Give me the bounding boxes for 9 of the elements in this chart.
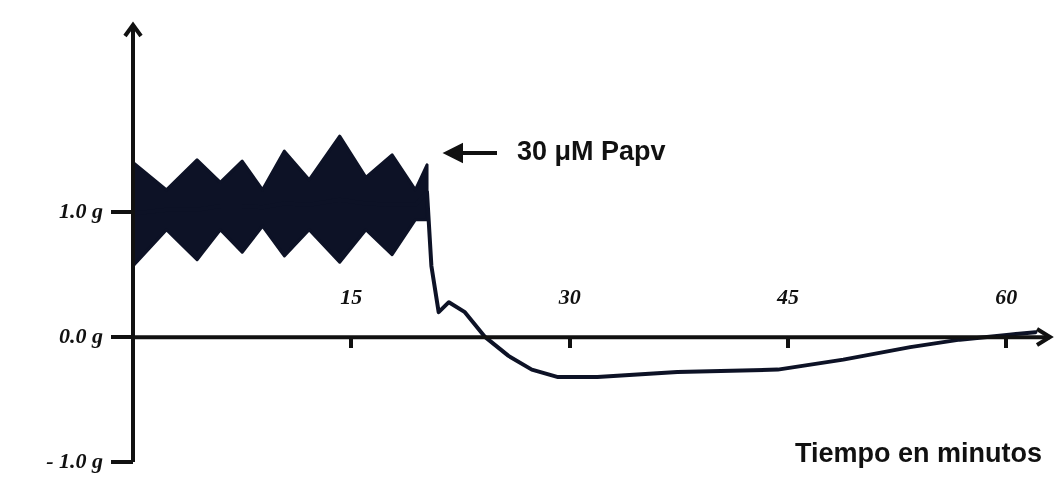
y-tick-label: 0.0 g	[59, 322, 103, 348]
x-tick-label: 60	[995, 283, 1018, 309]
x-tick-label: 30	[557, 283, 581, 309]
y-tick-label: 1.0 g	[59, 197, 103, 223]
x-tick-label: 45	[776, 283, 799, 309]
x-axis-title: Tiempo en minutos	[794, 438, 1042, 469]
y-tick-label: - 1.0 g	[46, 447, 103, 473]
x-tick-label: 15	[340, 283, 363, 309]
annotation: 30 μM Papv	[517, 136, 666, 167]
